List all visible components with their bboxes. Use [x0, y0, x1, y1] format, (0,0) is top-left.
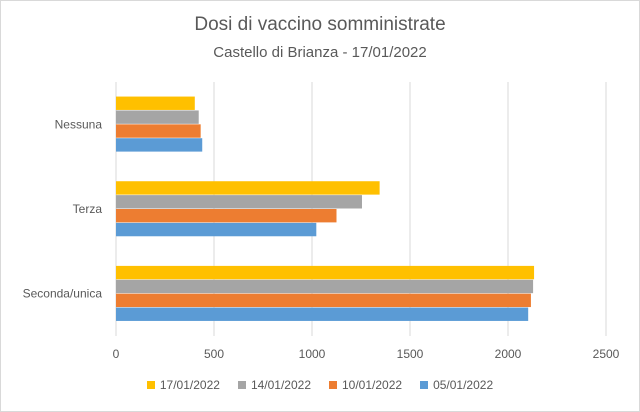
bar [116, 138, 203, 152]
chart-title: Dosi di vaccino somministrate [194, 14, 446, 35]
bar [116, 293, 531, 308]
legend-item: 14/01/2022 [237, 378, 311, 392]
legend-swatch [146, 381, 155, 389]
category-label: Terza [73, 202, 103, 216]
bar [116, 195, 362, 209]
bar [116, 181, 380, 195]
bar [116, 96, 195, 110]
bar [116, 110, 199, 124]
legend-swatch [237, 381, 246, 389]
legend-label: 10/01/2022 [342, 378, 403, 392]
bar [116, 307, 529, 321]
x-tick-label: 2500 [593, 347, 620, 361]
x-tick-label: 2000 [495, 347, 522, 361]
bar [116, 279, 534, 294]
chart-subtitle: Castello di Brianza - 17/01/2022 [213, 44, 427, 61]
x-tick-label: 1500 [397, 347, 424, 361]
legend-label: 14/01/2022 [250, 378, 311, 392]
bar [116, 209, 337, 223]
x-tick-label: 500 [204, 347, 224, 361]
legend-item: 17/01/2022 [146, 378, 220, 392]
legend-item: 05/01/2022 [420, 378, 493, 392]
legend-item: 10/01/2022 [329, 378, 402, 392]
legend-label: 05/01/2022 [433, 378, 494, 392]
x-tick-label: 0 [113, 347, 120, 361]
chart-legend: 17/01/2022 14/01/2022 10/01/2022 05/01/2022 [0, 378, 640, 392]
category-label: Seconda/unica [23, 287, 103, 301]
x-tick-label: 1000 [299, 347, 326, 361]
bar [116, 222, 317, 237]
legend-swatch [420, 381, 429, 389]
bar [116, 124, 201, 138]
category-label: Nessuna [55, 117, 103, 131]
legend-label: 17/01/2022 [159, 378, 220, 392]
legend-swatch [329, 381, 337, 389]
bar [116, 265, 535, 280]
